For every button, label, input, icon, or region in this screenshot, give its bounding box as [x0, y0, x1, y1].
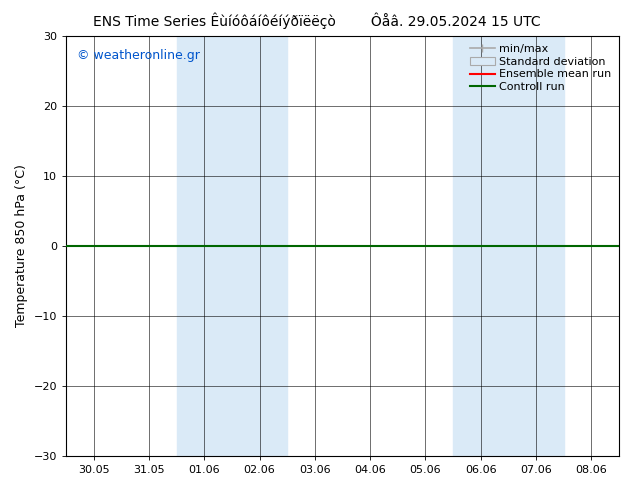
Legend: min/max, Standard deviation, Ensemble mean run, Controll run: min/max, Standard deviation, Ensemble me…: [468, 42, 614, 95]
Y-axis label: Temperature 850 hPa (°C): Temperature 850 hPa (°C): [15, 165, 28, 327]
Text: ENS Time Series Êùíóôáíôéíýðïëëçò        Ôåâ. 29.05.2024 15 UTC: ENS Time Series Êùíóôáíôéíýðïëëçò Ôåâ. 2…: [93, 12, 541, 29]
Text: © weatheronline.gr: © weatheronline.gr: [77, 49, 200, 62]
Bar: [177, 36, 232, 456]
Bar: [508, 36, 564, 456]
Bar: [453, 36, 508, 456]
Bar: [232, 36, 287, 456]
